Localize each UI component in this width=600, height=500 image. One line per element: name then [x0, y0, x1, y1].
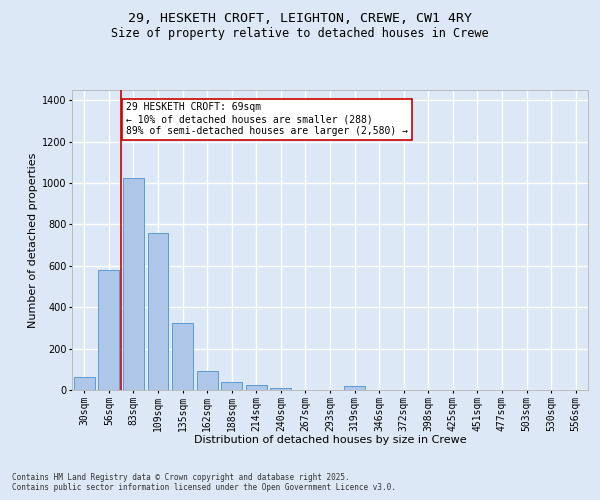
- Y-axis label: Number of detached properties: Number of detached properties: [28, 152, 38, 328]
- Bar: [123, 178, 144, 390]
- Bar: [148, 233, 169, 390]
- Bar: [172, 323, 193, 390]
- Bar: [221, 382, 242, 390]
- Text: Contains public sector information licensed under the Open Government Licence v3: Contains public sector information licen…: [12, 484, 396, 492]
- Bar: [271, 388, 292, 390]
- X-axis label: Distribution of detached houses by size in Crewe: Distribution of detached houses by size …: [194, 435, 466, 445]
- Bar: [344, 386, 365, 390]
- Text: Size of property relative to detached houses in Crewe: Size of property relative to detached ho…: [111, 28, 489, 40]
- Text: 29, HESKETH CROFT, LEIGHTON, CREWE, CW1 4RY: 29, HESKETH CROFT, LEIGHTON, CREWE, CW1 …: [128, 12, 472, 26]
- Bar: [74, 376, 95, 390]
- Bar: [98, 270, 119, 390]
- Text: Contains HM Land Registry data © Crown copyright and database right 2025.: Contains HM Land Registry data © Crown c…: [12, 472, 350, 482]
- Bar: [197, 372, 218, 390]
- Bar: [246, 386, 267, 390]
- Text: 29 HESKETH CROFT: 69sqm
← 10% of detached houses are smaller (288)
89% of semi-d: 29 HESKETH CROFT: 69sqm ← 10% of detache…: [126, 102, 408, 136]
